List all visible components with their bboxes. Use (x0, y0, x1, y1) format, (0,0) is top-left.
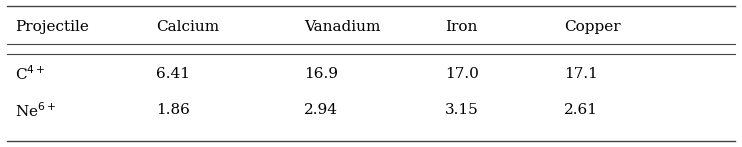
Text: 16.9: 16.9 (304, 66, 338, 81)
Text: 3.15: 3.15 (445, 103, 479, 117)
Text: Calcium: Calcium (156, 20, 219, 34)
Text: 17.1: 17.1 (564, 66, 598, 81)
Text: 1.86: 1.86 (156, 103, 190, 117)
Text: 6.41: 6.41 (156, 66, 190, 81)
Text: Ne$^{6+}$: Ne$^{6+}$ (15, 101, 56, 120)
Text: Projectile: Projectile (15, 20, 89, 34)
Text: Vanadium: Vanadium (304, 20, 381, 34)
Text: 17.0: 17.0 (445, 66, 479, 81)
Text: 2.94: 2.94 (304, 103, 338, 117)
Text: Iron: Iron (445, 20, 478, 34)
Text: 2.61: 2.61 (564, 103, 598, 117)
Text: C$^{4+}$: C$^{4+}$ (15, 64, 45, 83)
Text: Copper: Copper (564, 20, 620, 34)
